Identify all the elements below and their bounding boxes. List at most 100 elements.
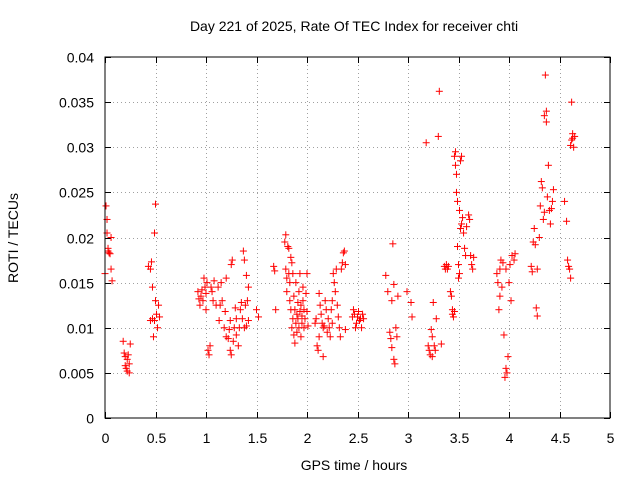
data-point [152,200,159,208]
data-point [424,342,432,350]
data-point [319,324,327,332]
data-point [152,297,159,305]
data-point [120,349,128,357]
data-point [226,317,234,325]
data-point [546,220,554,228]
x-tick-label: 1 [203,430,211,446]
data-point [539,215,547,223]
data-point [463,223,471,231]
data-point [295,288,303,296]
data-point [289,270,297,278]
y-tick-label: 0.005 [59,366,94,382]
data-point [507,297,515,305]
data-point [297,301,305,309]
data-point [458,220,466,228]
data-point [388,297,396,305]
data-point [220,324,228,332]
data-point [294,315,302,323]
data-point [540,208,548,216]
data-point [547,205,555,213]
data-point [541,71,549,79]
y-tick-label: 0.04 [67,50,94,66]
data-point [403,288,411,296]
data-point [437,340,445,348]
data-point [107,265,115,273]
x-tick-label: 0.5 [147,430,167,446]
data-point [461,244,469,252]
data-point [393,333,401,341]
data-point [105,249,113,257]
data-point [207,283,215,291]
data-point [119,337,127,345]
data-point [408,313,416,321]
data-point [291,306,299,314]
data-point [465,211,473,219]
data-point [232,315,240,323]
data-point [108,277,116,285]
data-point [533,265,541,273]
data-point [449,313,457,321]
data-point [504,353,512,361]
data-point [326,333,334,341]
data-point [225,326,233,334]
data-point [333,301,341,309]
data-point [422,139,430,147]
data-point [282,231,290,239]
data-point [496,292,504,300]
data-point [296,308,304,316]
data-point [335,324,343,332]
data-point [460,229,468,237]
data-point [299,297,307,305]
data-point [498,283,506,291]
data-point [236,306,244,314]
y-tick-label: 0.02 [67,231,94,247]
data-point [451,148,459,156]
data-point [296,270,304,278]
plot-frame [104,56,611,419]
data-point [244,317,252,325]
data-point [349,306,357,314]
data-point [291,339,299,347]
data-point [239,247,247,255]
data-point [253,306,260,314]
y-tick-labels: 0 0.005 0.01 0.015 0.02 0.025 0.03 0.035 0.04 [59,50,94,427]
data-point [272,306,280,314]
data-point [493,270,501,278]
data-point [240,256,248,264]
data-point [459,214,467,222]
data-point [389,240,397,248]
data-point [359,310,367,318]
data-point [382,271,390,279]
x-tick-label: 3.5 [450,430,470,446]
x-tick-label: 0 [102,430,110,446]
data-point [566,265,574,273]
data-point [125,360,133,368]
data-point [567,274,575,282]
data-point [312,315,320,323]
data-point [427,326,435,334]
data-point [351,324,359,332]
data-point [203,279,211,287]
y-tick-label: 0.035 [59,95,94,111]
data-point [331,288,339,296]
data-point [542,107,550,115]
data-point [508,252,516,260]
data-point [255,313,263,321]
data-point [227,351,235,359]
data-point [434,132,442,140]
chart-title: Day 221 of 2025, Rate Of TEC Index for r… [190,18,518,34]
data-point [293,328,301,336]
data-point [234,342,242,350]
data-point [281,238,289,246]
data-point [548,197,556,205]
y-tick-label: 0 [86,411,94,427]
data-point [214,283,222,291]
data-point [390,280,398,288]
data-point [222,274,230,282]
data-point [538,184,546,192]
data-point [428,333,436,341]
data-point [341,326,349,334]
data-point [384,288,392,296]
data-point [535,234,543,241]
